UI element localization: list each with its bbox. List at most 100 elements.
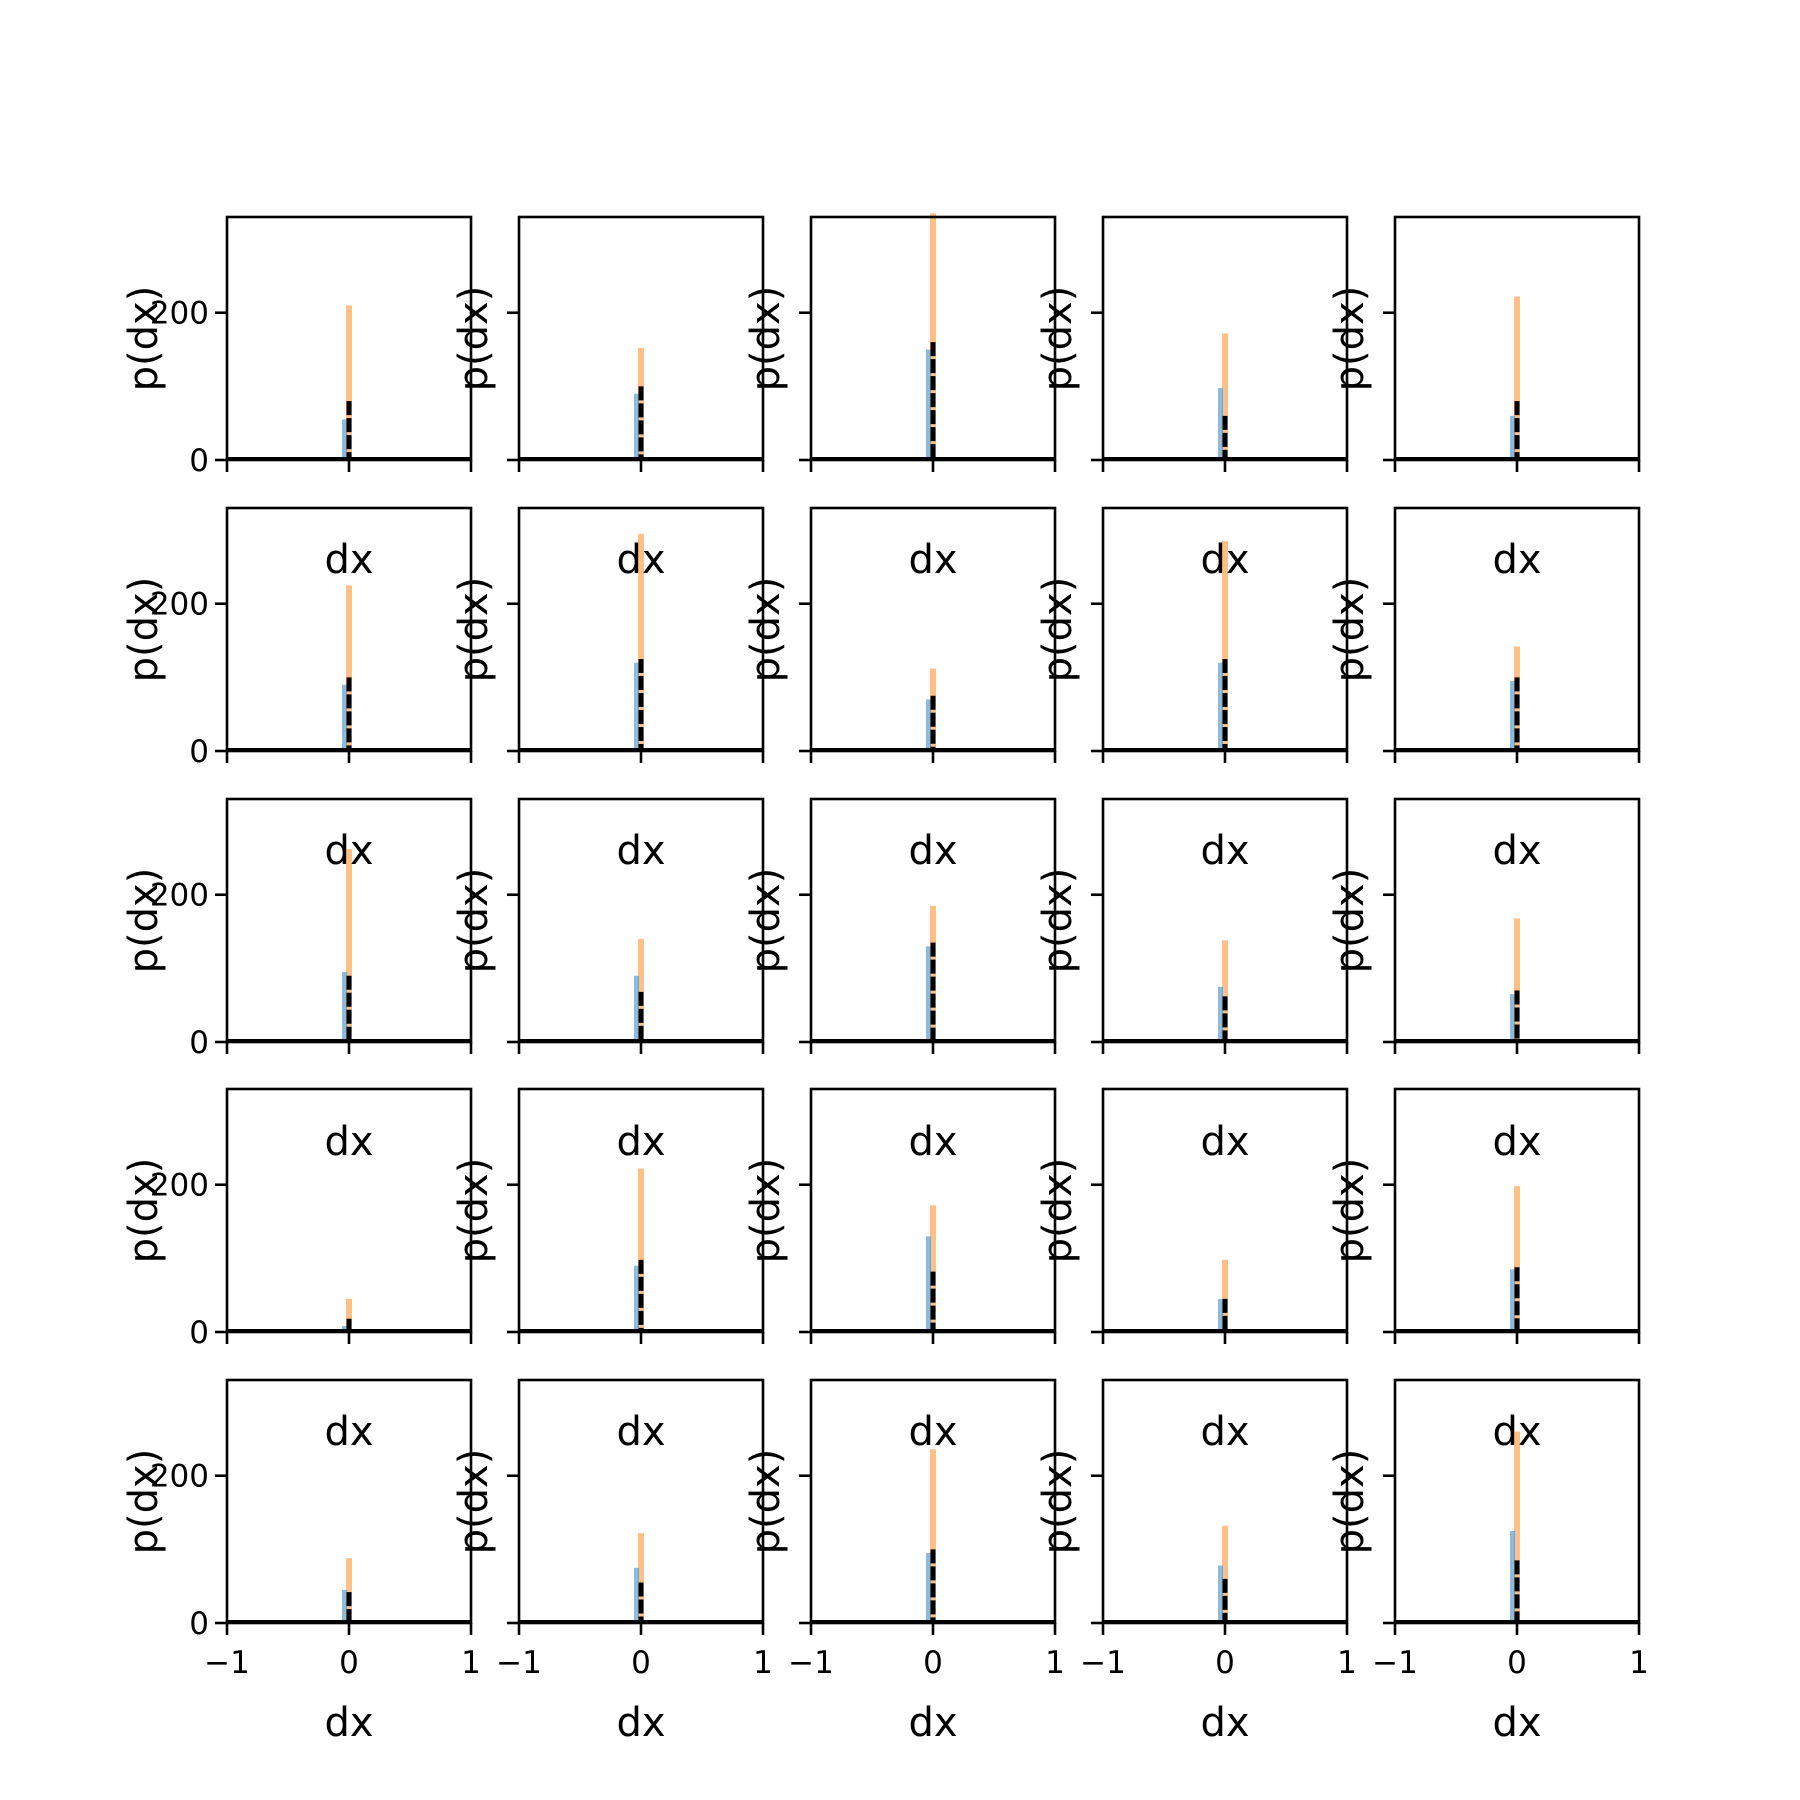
x-tick-label: 0: [1507, 1645, 1527, 1681]
x-axis-label: dx: [1200, 1119, 1249, 1165]
orange-hist-bar: [638, 533, 644, 751]
panel-3-2: dx p(dx): [451, 797, 765, 1165]
panel-5-2: −1 0 1 dx p(dx): [451, 1378, 773, 1746]
x-axis-label: dx: [616, 828, 665, 874]
panel-2-4: dx p(dx): [1035, 506, 1349, 874]
blue-hist-bar: [1218, 986, 1223, 1042]
orange-hist-bar: [346, 849, 352, 1042]
orange-hist-bar: [930, 1449, 936, 1623]
panel-4-2: dx p(dx): [451, 1087, 765, 1455]
y-axis-label: p(dx): [743, 868, 789, 974]
y-axis-label: p(dx): [1327, 1449, 1373, 1555]
blue-hist-bar: [634, 1567, 639, 1623]
blue-hist-bar: [634, 662, 639, 751]
panel-1-1: 0 200 dx p(dx): [121, 215, 473, 583]
blue-hist-bar: [634, 393, 639, 460]
x-tick-label: −1: [788, 1645, 834, 1681]
orange-hist-bar: [930, 1205, 936, 1332]
y-axis-label: p(dx): [121, 286, 167, 392]
y-tick-label: 200: [150, 1168, 209, 1204]
x-axis-label: dx: [1492, 1119, 1541, 1165]
x-axis-label: dx: [908, 537, 957, 583]
y-axis-label: p(dx): [1035, 1449, 1081, 1555]
blue-hist-bar: [634, 975, 639, 1042]
x-axis-label: dx: [616, 1409, 665, 1455]
y-axis-label: p(dx): [743, 286, 789, 392]
panel-1-5: dx p(dx): [1327, 215, 1641, 583]
x-axis-label: dx: [1492, 828, 1541, 874]
y-axis-label: p(dx): [1327, 1158, 1373, 1264]
x-axis-label: dx: [1200, 1409, 1249, 1455]
x-axis-label: dx: [908, 1409, 957, 1455]
y-axis-label: p(dx): [743, 1449, 789, 1555]
y-axis-label: p(dx): [121, 868, 167, 974]
x-axis-label: dx: [324, 1119, 373, 1165]
y-axis-label: p(dx): [1327, 577, 1373, 683]
blue-hist-bar: [1218, 1298, 1223, 1332]
x-tick-label: −1: [204, 1645, 250, 1681]
blue-hist-bar: [634, 1265, 639, 1332]
y-axis-label: p(dx): [121, 1449, 167, 1555]
panel-5-5: −1 0 1 dx p(dx): [1327, 1378, 1649, 1746]
panel-4-4: dx p(dx): [1035, 1087, 1349, 1455]
blue-hist-bar: [1510, 415, 1515, 460]
panel-4-3: dx p(dx): [743, 1087, 1057, 1455]
orange-hist-bar: [1514, 918, 1520, 1042]
orange-hist-bar: [346, 1298, 352, 1332]
orange-hist-bar: [1222, 940, 1228, 1042]
orange-hist-bar: [638, 1168, 644, 1332]
x-tick-label: 0: [923, 1645, 943, 1681]
x-axis-label: dx: [908, 1700, 957, 1746]
y-axis-label: p(dx): [451, 868, 497, 974]
blue-hist-bar: [1510, 1530, 1515, 1623]
x-axis-label: dx: [324, 1409, 373, 1455]
orange-hist-bar: [1514, 1186, 1520, 1332]
x-tick-label: −1: [1080, 1645, 1126, 1681]
orange-hist-bar: [638, 938, 644, 1042]
orange-hist-bar: [346, 305, 352, 460]
x-tick-label: 1: [461, 1645, 481, 1681]
x-axis-label: dx: [616, 1700, 665, 1746]
orange-hist-bar: [1222, 541, 1228, 751]
y-tick-label: 200: [150, 296, 209, 332]
x-tick-label: 1: [1337, 1645, 1357, 1681]
panel-2-2: dx p(dx): [451, 506, 765, 874]
x-axis-label: dx: [908, 828, 957, 874]
orange-hist-bar: [1222, 1525, 1228, 1623]
x-axis-label: dx: [1492, 537, 1541, 583]
y-tick-label: 200: [150, 587, 209, 623]
blue-hist-bar: [926, 699, 931, 751]
orange-hist-bar: [346, 585, 352, 751]
y-axis-label: p(dx): [451, 577, 497, 683]
y-axis-label: p(dx): [121, 1158, 167, 1264]
y-axis-label: p(dx): [451, 286, 497, 392]
blue-hist-bar: [926, 1553, 931, 1623]
x-tick-label: −1: [496, 1645, 542, 1681]
y-axis-label: p(dx): [743, 577, 789, 683]
blue-hist-bar: [342, 419, 347, 460]
blue-hist-bar: [1218, 662, 1223, 751]
panel-3-5: dx p(dx): [1327, 797, 1641, 1165]
panel-4-1: 0 200 dx p(dx): [121, 1087, 473, 1455]
x-tick-label: 1: [1045, 1645, 1065, 1681]
blue-hist-bar: [926, 946, 931, 1042]
panel-3-4: dx p(dx): [1035, 797, 1349, 1165]
x-axis-label: dx: [1200, 1700, 1249, 1746]
y-axis-label: p(dx): [121, 577, 167, 683]
panel-5-3: −1 0 1 dx p(dx): [743, 1378, 1065, 1746]
blue-hist-bar: [1510, 681, 1515, 751]
y-axis-label: p(dx): [1035, 868, 1081, 974]
panel-2-1: 0 200 dx p(dx): [121, 506, 473, 874]
orange-hist-bar: [930, 213, 936, 460]
blue-hist-bar: [342, 972, 347, 1042]
y-tick-label: 0: [189, 1315, 209, 1351]
panel-2-5: dx p(dx): [1327, 506, 1641, 874]
x-axis-label: dx: [324, 1700, 373, 1746]
y-tick-label: 0: [189, 1606, 209, 1642]
panels-group: 0 200 dx p(dx) dx p(dx) dx p(dx) dx p(dx) dx p(dx) 0…: [121, 213, 1649, 1746]
blue-hist-bar: [1218, 1565, 1223, 1623]
y-tick-label: 0: [189, 1025, 209, 1061]
x-axis-label: dx: [1492, 1700, 1541, 1746]
orange-hist-bar: [1222, 333, 1228, 460]
